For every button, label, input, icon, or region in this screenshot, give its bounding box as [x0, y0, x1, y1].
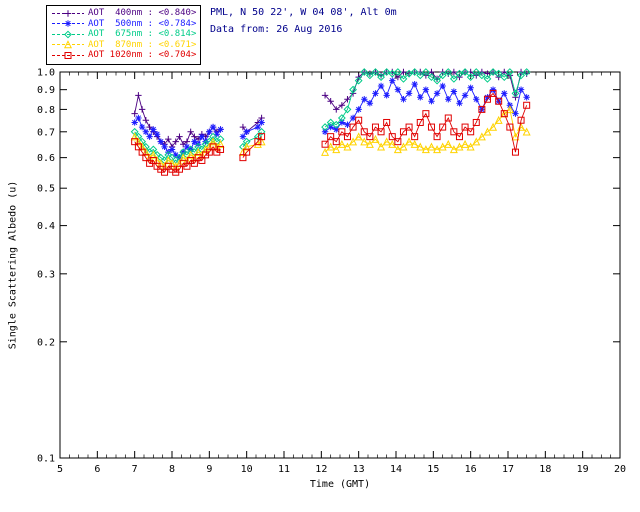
legend-entry: AOT 870nm : <0.671>	[51, 40, 196, 51]
legend-entry: AOT 400nm : <0.840>	[51, 8, 196, 19]
svg-text:18: 18	[539, 464, 551, 475]
svg-text:15: 15	[427, 464, 439, 475]
svg-text:0.6: 0.6	[37, 153, 55, 164]
legend-entry-label: AOT 675nm : <0.814>	[88, 29, 197, 40]
svg-text:11: 11	[278, 464, 290, 475]
svg-text:0.5: 0.5	[37, 184, 55, 195]
legend-line-sample-icon	[52, 10, 84, 17]
svg-text:0.4: 0.4	[37, 221, 55, 232]
svg-text:17: 17	[502, 464, 514, 475]
legend: AOT 400nm : <0.840> AOT 500nm : <0.784> AO…	[46, 5, 202, 65]
site-location-text: PML, N 50 22', W 04 08', Alt 0m	[210, 7, 397, 18]
svg-text:0.1: 0.1	[37, 454, 55, 465]
legend-entry: AOT 675nm : <0.814>	[51, 29, 196, 40]
svg-text:14: 14	[390, 464, 402, 475]
legend-line-sample-icon	[52, 30, 84, 39]
x-axis-label: Time (GMT)	[309, 479, 371, 490]
svg-text:13: 13	[353, 464, 365, 475]
svg-text:6: 6	[94, 464, 100, 475]
legend-entry-label: AOT 1020nm : <0.704>	[88, 50, 197, 61]
legend-line-sample-icon	[52, 40, 84, 49]
svg-text:1.0: 1.0	[37, 68, 55, 79]
y-axis-label: Single Scattering Albedo (u)	[7, 180, 19, 350]
svg-text:7: 7	[132, 464, 138, 475]
svg-text:12: 12	[315, 464, 327, 475]
svg-text:0.8: 0.8	[37, 105, 55, 116]
svg-text:10: 10	[241, 464, 253, 475]
legend-entry: AOT 500nm : <0.784>	[51, 19, 196, 30]
legend-entry-label: AOT 400nm : <0.840>	[88, 8, 197, 19]
legend-entry: AOT 1020nm : <0.704>	[51, 50, 196, 61]
svg-text:0.9: 0.9	[37, 85, 55, 96]
svg-text:19: 19	[577, 464, 589, 475]
data-date-text: Data from: 26 Aug 2016	[210, 24, 343, 35]
svg-text:8: 8	[169, 464, 175, 475]
svg-text:9: 9	[206, 464, 212, 475]
svg-text:16: 16	[465, 464, 477, 475]
legend-entry-label: AOT 500nm : <0.784>	[88, 18, 197, 29]
svg-text:0.7: 0.7	[37, 127, 55, 138]
svg-text:0.2: 0.2	[37, 337, 55, 348]
legend-line-sample-icon	[52, 20, 84, 27]
svg-text:0.3: 0.3	[37, 269, 55, 280]
svg-text:5: 5	[57, 464, 63, 475]
legend-line-sample-icon	[52, 51, 84, 59]
legend-entry-label: AOT 870nm : <0.671>	[88, 39, 197, 50]
svg-text:20: 20	[614, 464, 626, 475]
